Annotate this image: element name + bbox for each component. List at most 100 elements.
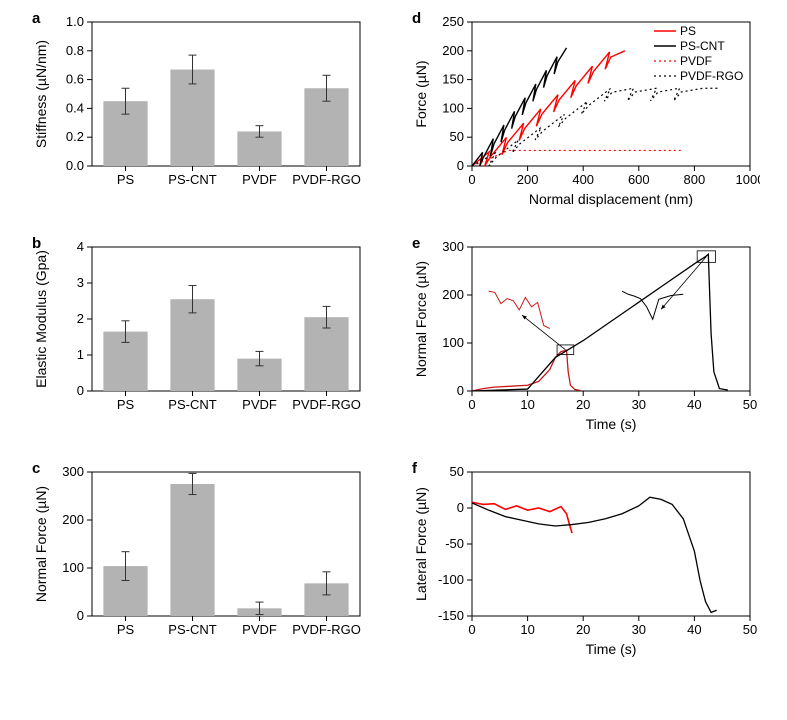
svg-text:10: 10: [520, 622, 534, 637]
svg-text:30: 30: [632, 622, 646, 637]
svg-text:100: 100: [442, 100, 464, 115]
svg-text:0: 0: [457, 500, 464, 515]
svg-text:100: 100: [62, 560, 84, 575]
series-PS: [472, 51, 625, 166]
svg-text:2: 2: [77, 311, 84, 326]
series-PVDF: [472, 150, 683, 166]
legend-item: PS-CNT: [680, 39, 725, 53]
svg-text:0.6: 0.6: [66, 72, 84, 87]
svg-text:400: 400: [572, 172, 594, 187]
svg-text:-100: -100: [438, 572, 464, 587]
svg-text:1000: 1000: [736, 172, 760, 187]
svg-text:Stiffness (µN/nm): Stiffness (µN/nm): [33, 40, 49, 148]
svg-text:0: 0: [457, 158, 464, 173]
chart-d: 05010015020025002004006008001000Force (µ…: [410, 10, 760, 210]
svg-text:200: 200: [517, 172, 539, 187]
series-PS-CNT: [472, 48, 567, 166]
svg-text:0: 0: [457, 383, 464, 398]
svg-text:-150: -150: [438, 608, 464, 623]
panel-label-a: a: [32, 10, 40, 27]
svg-text:0: 0: [468, 172, 475, 187]
panel-label-c: c: [32, 460, 40, 477]
panel-e: e 0 100 200 300 0 10 20 30 40 50 Normal Force (µN) T…: [410, 235, 760, 435]
svg-text:100: 100: [442, 335, 464, 350]
panel-label-d: d: [412, 10, 421, 27]
callout-inset: [622, 291, 683, 319]
panel-b: b 0 1 2 3 4 PS PS-CNT PVDF PVDF-RGO Elastic Modulu…: [30, 235, 370, 435]
series-black: [472, 497, 717, 612]
panel-label-b: b: [32, 235, 41, 252]
svg-text:40: 40: [687, 397, 701, 412]
svg-text:0: 0: [468, 397, 475, 412]
svg-text:250: 250: [442, 14, 464, 29]
svg-text:3: 3: [77, 275, 84, 290]
legend-item: PS: [680, 24, 696, 38]
series-PVDF-RGO: [472, 88, 719, 166]
panel-label-f: f: [412, 460, 417, 477]
svg-text:200: 200: [442, 43, 464, 58]
svg-text:Elastic Modulus (Gpa): Elastic Modulus (Gpa): [33, 250, 49, 388]
svg-text:PVDF-RGO: PVDF-RGO: [292, 397, 361, 412]
svg-text:PS-CNT: PS-CNT: [168, 172, 216, 187]
svg-text:10: 10: [520, 397, 534, 412]
svg-text:50: 50: [450, 464, 464, 479]
chart-a: 0.0 0.2 0.4 0.6 0.8 1.0 PS PS-CNT PVDF PVDF-RGO St…: [30, 10, 370, 210]
svg-text:1: 1: [77, 347, 84, 362]
panel-f: f-150-100-5005001020304050Lateral Force …: [410, 460, 760, 660]
svg-text:PS: PS: [117, 172, 135, 187]
chart-f: -150-100-5005001020304050Lateral Force (…: [410, 460, 760, 660]
series-red: [472, 350, 580, 391]
panel-c: c 0 100 200 300 PS PS-CNT PVDF PVDF-RGO Normal Fo…: [30, 460, 370, 660]
svg-text:Normal Force (µN): Normal Force (µN): [33, 486, 49, 602]
svg-text:40: 40: [687, 622, 701, 637]
svg-text:PS: PS: [117, 397, 135, 412]
svg-text:0.8: 0.8: [66, 43, 84, 58]
svg-text:20: 20: [576, 397, 590, 412]
svg-text:200: 200: [442, 287, 464, 302]
svg-text:PVDF-RGO: PVDF-RGO: [292, 172, 361, 187]
svg-text:PVDF: PVDF: [242, 622, 277, 637]
svg-text:PS-CNT: PS-CNT: [168, 397, 216, 412]
svg-text:800: 800: [684, 172, 706, 187]
svg-text:Time (s): Time (s): [586, 416, 637, 432]
series-black: [472, 254, 728, 391]
series-red: [472, 502, 572, 533]
svg-text:0: 0: [77, 608, 84, 623]
svg-text:150: 150: [442, 72, 464, 87]
svg-text:Time (s): Time (s): [586, 641, 637, 657]
svg-text:Normal displacement (nm): Normal displacement (nm): [529, 191, 693, 207]
panel-a: a 0.0 0.2 0.4 0.6 0.8 1.0 PS PS-CNT PVDF PVDF-RGO S…: [30, 10, 370, 210]
svg-text:300: 300: [62, 464, 84, 479]
chart-e: 0 100 200 300 0 10 20 30 40 50 Normal Force (µN) Ti…: [410, 235, 760, 435]
svg-text:0.2: 0.2: [66, 129, 84, 144]
svg-text:PS: PS: [117, 622, 135, 637]
svg-text:Force (µN): Force (µN): [413, 60, 429, 127]
svg-text:200: 200: [62, 512, 84, 527]
bar: [170, 484, 214, 616]
svg-text:Normal Force (µN): Normal Force (µN): [413, 261, 429, 377]
svg-text:50: 50: [743, 622, 757, 637]
chart-c: 0 100 200 300 PS PS-CNT PVDF PVDF-RGO Normal For…: [30, 460, 370, 660]
svg-text:0: 0: [468, 622, 475, 637]
panel-d: d05010015020025002004006008001000Force (…: [410, 10, 760, 210]
chart-b: 0 1 2 3 4 PS PS-CNT PVDF PVDF-RGO Elastic Modulus…: [30, 235, 370, 435]
svg-text:Lateral Force (µN): Lateral Force (µN): [413, 487, 429, 601]
svg-text:PVDF-RGO: PVDF-RGO: [292, 622, 361, 637]
svg-text:1.0: 1.0: [66, 14, 84, 29]
panel-label-e: e: [412, 235, 420, 252]
legend-item: PVDF-RGO: [680, 69, 743, 83]
svg-text:50: 50: [743, 397, 757, 412]
svg-text:4: 4: [77, 239, 84, 254]
callout-inset: [489, 291, 550, 328]
svg-text:30: 30: [632, 397, 646, 412]
legend-item: PVDF: [680, 54, 712, 68]
svg-text:PVDF: PVDF: [242, 397, 277, 412]
svg-text:0: 0: [77, 383, 84, 398]
svg-text:50: 50: [450, 129, 464, 144]
svg-text:300: 300: [442, 239, 464, 254]
svg-text:20: 20: [576, 622, 590, 637]
svg-text:0.4: 0.4: [66, 100, 84, 115]
svg-text:PVDF: PVDF: [242, 172, 277, 187]
svg-text:0.0: 0.0: [66, 158, 84, 173]
svg-text:PS-CNT: PS-CNT: [168, 622, 216, 637]
